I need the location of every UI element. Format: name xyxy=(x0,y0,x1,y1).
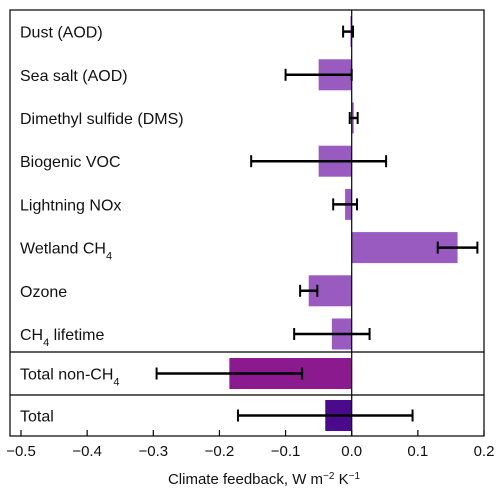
x-tick-label-4: −0.1 xyxy=(271,443,301,460)
category-label-8: Total non-CH4 xyxy=(20,367,120,389)
x-tick-label-1: −0.4 xyxy=(72,443,102,460)
bars-layer xyxy=(229,16,458,431)
x-tick-label-6: 0.1 xyxy=(407,443,428,460)
category-label-4: Lightning NOx xyxy=(20,197,121,214)
category-label-3: Biogenic VOC xyxy=(20,154,121,171)
plot-frame xyxy=(9,9,485,437)
category-label-7: CH4 lifetime xyxy=(20,327,104,349)
errorbars-layer xyxy=(155,25,479,422)
category-label-2: Dimethyl sulfide (DMS) xyxy=(20,111,184,128)
category-label-9: Total xyxy=(20,409,54,426)
x-tick-label-5: 0.0 xyxy=(341,443,362,460)
x-tick-label-3: −0.2 xyxy=(205,443,235,460)
category-label-6: Ozone xyxy=(20,284,67,301)
x-tick-label-2: −0.3 xyxy=(138,443,168,460)
category-label-5: Wetland CH4 xyxy=(20,241,112,263)
x-axis-ticks: −0.5 −0.4 −0.3 −0.2 −0.1 0.0 0.1 0.2 xyxy=(6,430,494,460)
x-tick-label-7: 0.2 xyxy=(474,443,495,460)
axes-frame xyxy=(9,9,485,437)
category-labels: Dust (AOD) Sea salt (AOD) Dimethyl sulfide… xyxy=(20,25,184,426)
category-label-0: Dust (AOD) xyxy=(20,25,103,42)
category-label-1: Sea salt (AOD) xyxy=(20,68,128,85)
x-axis-title: Climate feedback, W m−2 K−1 xyxy=(168,471,360,489)
x-tick-label-0: −0.5 xyxy=(6,443,36,460)
